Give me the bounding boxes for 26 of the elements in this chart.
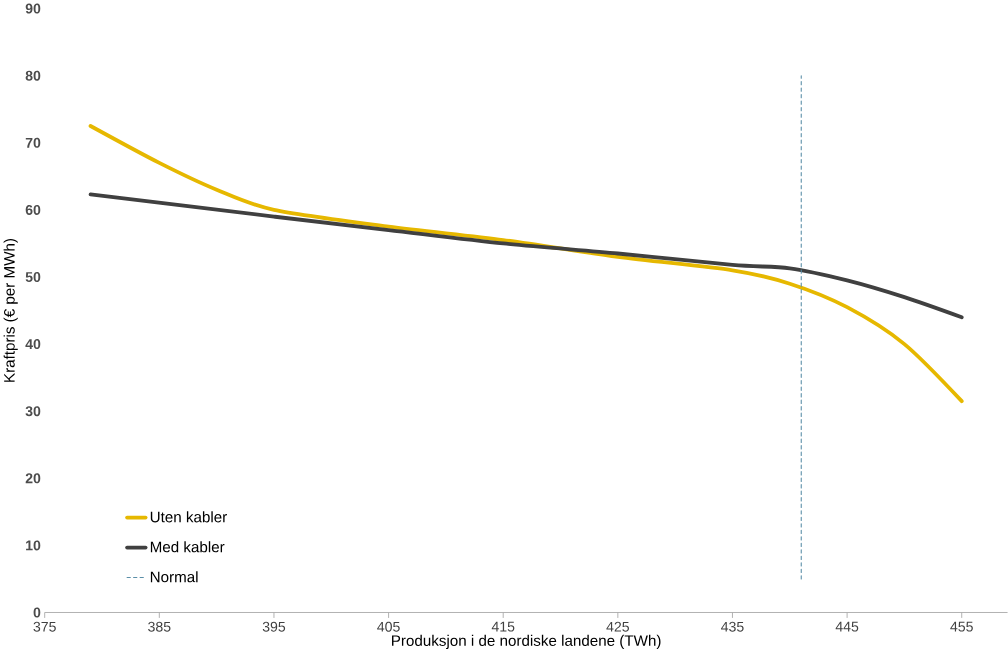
y-tick-label: 20: [25, 473, 41, 484]
x-tick-label: 425: [606, 621, 629, 632]
legend-label: Normal: [150, 571, 198, 583]
legend-label: Med kabler: [150, 541, 225, 553]
x-tick-label: 435: [721, 621, 744, 632]
x-tick-label: 385: [148, 621, 171, 632]
y-tick-label: 80: [25, 70, 41, 81]
x-tick-label: 405: [377, 621, 400, 632]
y-tick-label: 90: [25, 3, 41, 14]
y-tick-label: 0: [33, 607, 41, 618]
y-tick-label: 70: [25, 138, 41, 148]
y-tick-label: 50: [25, 272, 41, 283]
y-tick-label: 30: [25, 406, 41, 417]
x-axis-title: Produksjon i de nordiske landene (TWh): [392, 635, 661, 650]
line-series: [88, 192, 964, 320]
x-tick-label: 455: [950, 621, 973, 632]
legend-label: Uten kabler: [150, 511, 227, 523]
y-tick-label: 10: [26, 540, 41, 551]
line-series: [88, 124, 964, 404]
y-tick-label: 60: [25, 205, 41, 216]
x-tick-label: 375: [33, 621, 56, 632]
x-tick-label: 415: [491, 621, 515, 632]
y-tick-label: 40: [25, 339, 41, 350]
x-tick-label: 445: [835, 621, 859, 632]
y-axis-title: Kraftpris (€ per MWh): [3, 239, 18, 383]
x-tick-label: 395: [262, 621, 286, 632]
